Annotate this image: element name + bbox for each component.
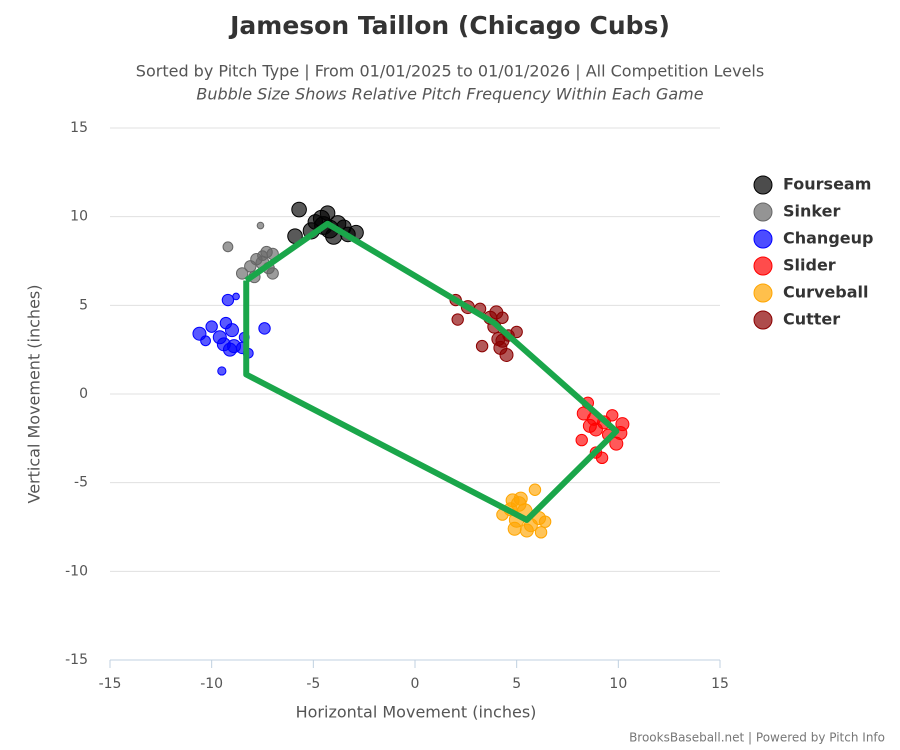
y-tick-label: -15 — [65, 652, 88, 668]
x-tick-label: 5 — [512, 676, 521, 692]
x-tick-label: -15 — [99, 676, 122, 692]
x-tick-label: 0 — [411, 676, 420, 692]
bubble — [217, 366, 227, 376]
chart-subtitle: Bubble Size Shows Relative Pitch Frequen… — [196, 85, 703, 104]
bubble — [609, 436, 624, 451]
bubble — [258, 322, 271, 335]
bubble — [528, 483, 542, 496]
y-tick-label: -10 — [65, 563, 88, 579]
legend-marker — [753, 310, 773, 330]
bubble — [266, 267, 279, 280]
y-tick-label: 10 — [70, 209, 88, 225]
bubble — [225, 323, 239, 338]
bubble — [235, 267, 249, 280]
bubble — [451, 313, 464, 326]
x-axis-title: Horizontal Movement (inches) — [296, 703, 537, 722]
y-tick-label: 0 — [79, 386, 88, 402]
bubble — [221, 293, 235, 307]
y-tick-label: 15 — [70, 120, 88, 136]
legend-label: Changeup — [783, 229, 873, 248]
x-tick-label: -5 — [306, 676, 320, 692]
x-tick-label: 15 — [711, 676, 729, 692]
y-tick-label: -5 — [74, 475, 88, 491]
bubble — [595, 451, 609, 465]
x-tick-label: -10 — [200, 676, 223, 692]
bubble — [291, 201, 307, 218]
bubble — [588, 422, 603, 437]
legend-label: Slider — [783, 256, 836, 275]
bubble — [510, 325, 523, 339]
bubble — [205, 320, 218, 333]
bubble — [606, 409, 619, 422]
bubble — [244, 260, 257, 273]
bubble — [232, 292, 240, 301]
legend-marker — [753, 202, 773, 222]
bubble — [538, 515, 552, 528]
bubble — [222, 342, 237, 357]
bubble — [475, 339, 489, 353]
bubble — [257, 250, 268, 262]
y-tick-label: 5 — [79, 297, 88, 313]
y-axis-title: Vertical Movement (inches) — [25, 285, 44, 504]
bubble — [495, 333, 510, 348]
bubble — [507, 521, 522, 536]
legend-marker — [753, 229, 773, 249]
bubble — [499, 347, 514, 362]
average-outline — [243, 220, 620, 523]
bubble — [510, 496, 527, 512]
bubble — [200, 335, 211, 347]
bubble — [496, 311, 509, 324]
x-tick-label: 10 — [609, 676, 627, 692]
chart-subtitle: Sorted by Pitch Type | From 01/01/2025 t… — [136, 62, 764, 81]
legend-label: Fourseam — [783, 175, 871, 194]
credit: BrooksBaseball.net | Powered by Pitch In… — [629, 731, 885, 745]
legend-label: Sinker — [783, 202, 840, 221]
chart-title: Jameson Taillon (Chicago Cubs) — [228, 11, 670, 40]
legend-marker — [753, 175, 773, 195]
bubble — [534, 526, 548, 539]
legend-marker — [753, 283, 773, 303]
legend-label: Curveball — [783, 283, 869, 302]
legend-marker — [753, 256, 773, 276]
bubble — [222, 241, 234, 253]
bubble — [575, 433, 588, 447]
bubble — [256, 221, 265, 230]
legend-label: Cutter — [783, 310, 840, 329]
